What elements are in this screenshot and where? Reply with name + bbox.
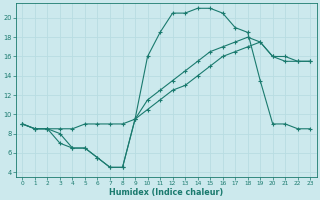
X-axis label: Humidex (Indice chaleur): Humidex (Indice chaleur) [109, 188, 223, 197]
